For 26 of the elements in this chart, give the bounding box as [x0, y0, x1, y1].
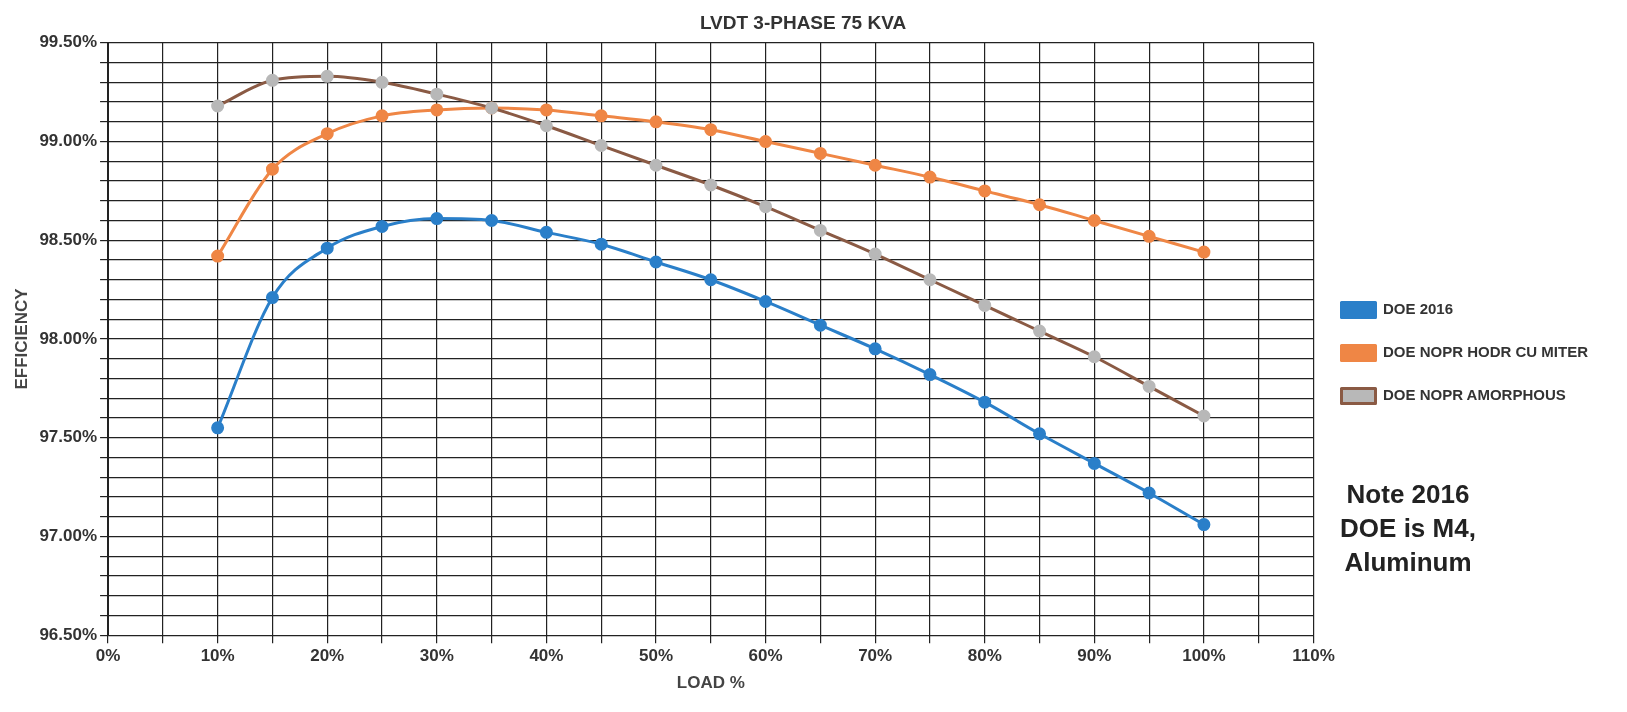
x-tick-label: 50% [638, 646, 673, 666]
x-tick-label: 110% [1292, 646, 1335, 666]
text: Note 2016 DOE is M4, Aluminum [1339, 478, 1477, 579]
y-tick-label: 98.50% [39, 229, 98, 249]
x-tick-label: 100% [1182, 646, 1226, 666]
y-tick-label: 96.50% [39, 624, 98, 644]
legend-label: DOE NOPR HODR CU MITER [1383, 343, 1589, 361]
y-tick-label: 99.50% [39, 32, 98, 52]
x-tick-label: 20% [310, 646, 345, 666]
x-tick-label: 0% [95, 646, 121, 666]
x-tick-label: 90% [1077, 646, 1112, 666]
y-tick-label: 99.00% [39, 131, 98, 151]
y-tick-label: 97.50% [39, 427, 98, 447]
x-tick-label: 80% [967, 646, 1002, 666]
x-tick-label: 10% [200, 646, 235, 666]
x-tick-label: 70% [858, 646, 893, 666]
chart-title: LVDT 3-PHASE 75 KVA [699, 11, 907, 33]
x-tick-label: 40% [529, 646, 564, 666]
x-axis-title: LOAD % [676, 673, 745, 693]
legend-label: DOE 2016 [1383, 300, 1454, 318]
legend-label: DOE NOPR AMORPHOUS [1383, 386, 1566, 404]
y-axis-title: EFFICIENCY [11, 287, 31, 390]
x-tick-label: 30% [419, 646, 454, 666]
y-tick-label: 97.00% [39, 526, 98, 546]
y-tick-label: 98.00% [39, 328, 98, 348]
x-tick-label: 60% [748, 646, 783, 666]
